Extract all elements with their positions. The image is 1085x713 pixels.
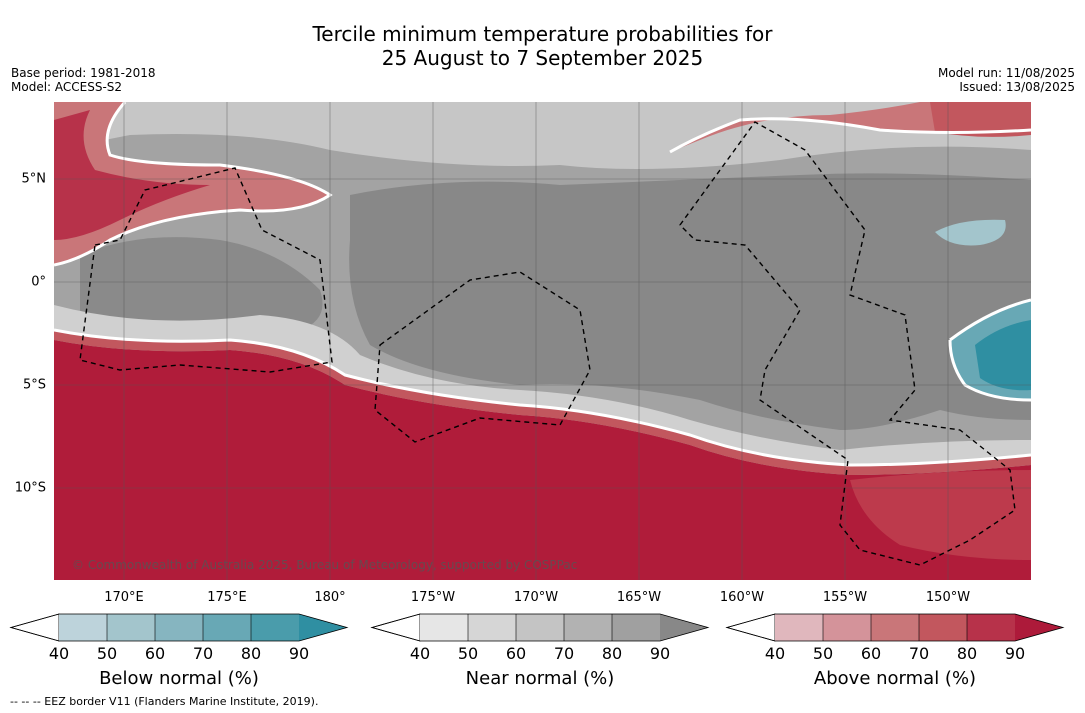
lon-label: 155°W <box>822 590 868 605</box>
colorbar-tick-label: 90 <box>288 644 310 663</box>
above-normal-northeast-core <box>930 102 1031 137</box>
colorbar-title: Near normal (%) <box>465 668 615 689</box>
colorbar-outline <box>370 613 710 642</box>
colorbar-tick-label: 60 <box>860 644 882 663</box>
lon-label: 180° <box>314 590 346 605</box>
colorbar-tick-label: 90 <box>649 644 671 663</box>
colorbar-tick-label: 40 <box>48 644 70 663</box>
lat-label: 5°S <box>22 377 46 393</box>
eez-legend-note: -- -- -- EEZ border V11 (Flanders Marine… <box>10 695 319 708</box>
colorbar-tick-label: 60 <box>505 644 527 663</box>
colorbar-extend-high <box>1015 614 1063 641</box>
lon-label: 175°E <box>207 590 247 605</box>
colorbar-above-normal <box>725 613 1065 642</box>
colorbar-tick-label: 40 <box>764 644 786 663</box>
lat-label: 10°S <box>14 480 46 496</box>
colorbar-tick-label: 50 <box>96 644 118 663</box>
lat-label: 0° <box>31 274 46 290</box>
colorbar-segment <box>155 614 203 641</box>
lon-label: 170°W <box>513 590 559 605</box>
colorbar-tick-label: 70 <box>553 644 575 663</box>
colorbar-segment <box>967 614 1015 641</box>
colorbar-below-normal <box>9 613 349 642</box>
colorbar-segment <box>203 614 251 641</box>
above-normal-south-edge <box>54 330 1031 475</box>
colorbar-tick-label: 90 <box>1004 644 1026 663</box>
colorbar-segment <box>516 614 564 641</box>
base-period: Base period: 1981-2018 <box>11 66 156 80</box>
colorbar-tick-label: 50 <box>812 644 834 663</box>
colorbar-segment <box>107 614 155 641</box>
lon-label: 150°W <box>925 590 971 605</box>
colorbar-segment <box>251 614 299 641</box>
colorbar-segment <box>59 614 107 641</box>
colorbar-tick-label: 70 <box>192 644 214 663</box>
colorbar-extend-low <box>725 613 776 642</box>
tercile-boundary-south <box>54 328 1031 467</box>
model-name: Model: ACCESS-S2 <box>11 80 123 94</box>
colorbar-segment <box>919 614 967 641</box>
above-normal-northwest-outer <box>54 102 330 265</box>
below-normal-north-patch <box>935 219 1006 246</box>
colorbar-tick-label: 80 <box>240 644 262 663</box>
lon-label: 160°W <box>719 590 765 605</box>
map-title-line-1: Tercile minimum temperature probabilitie… <box>312 22 773 46</box>
colorbar-title: Above normal (%) <box>813 668 977 689</box>
map-panel <box>54 102 1031 580</box>
colorbar-segment <box>468 614 516 641</box>
lat-label: 5°N <box>21 171 47 187</box>
colorbar-segment <box>871 614 919 641</box>
colorbar-tick-label: 80 <box>956 644 978 663</box>
colorbar-tick-label: 50 <box>457 644 479 663</box>
colorbar-segment <box>775 614 823 641</box>
near-normal-light-south <box>54 305 1031 470</box>
above-normal-south <box>54 340 1031 580</box>
colorbar-segment <box>612 614 660 641</box>
above-normal-southeast <box>850 470 1031 560</box>
below-normal-east-core <box>975 320 1031 391</box>
colorbar-segment <box>564 614 612 641</box>
lon-label: 165°W <box>616 590 662 605</box>
colorbar-tick-label: 40 <box>409 644 431 663</box>
graticule <box>54 102 1031 580</box>
model-run: Model run: 11/08/2025 <box>937 66 1075 80</box>
colorbar-title: Below normal (%) <box>99 668 259 689</box>
near-normal-dark-core <box>349 173 1031 430</box>
eez-borders <box>79 121 1016 566</box>
lon-label: 170°E <box>104 590 144 605</box>
colorbar-extend-high <box>660 614 708 641</box>
colorbar-extend-low <box>9 613 60 642</box>
colorbar-segment <box>420 614 468 641</box>
colorbar-near-normal <box>370 613 710 642</box>
above-normal-northwest-core <box>54 110 210 240</box>
colorbar-outline <box>9 613 349 642</box>
lon-label: 175°W <box>410 590 456 605</box>
colorbar-tick-label: 70 <box>908 644 930 663</box>
colorbar-tick-label: 60 <box>144 644 166 663</box>
colorbar-tick-label: 80 <box>601 644 623 663</box>
colorbar-extend-low <box>370 613 421 642</box>
colorbar-extend-high <box>299 614 347 641</box>
colorbar-segment <box>823 614 871 641</box>
tercile-boundary-northeast <box>669 117 1031 154</box>
copyright-notice: © Commonwealth of Australia 2025, Bureau… <box>72 558 578 572</box>
issued-date: Issued: 13/08/2025 <box>959 80 1075 94</box>
colorbar-outline <box>725 613 1065 642</box>
map-title-line-2: 25 August to 7 September 2025 <box>381 46 704 70</box>
